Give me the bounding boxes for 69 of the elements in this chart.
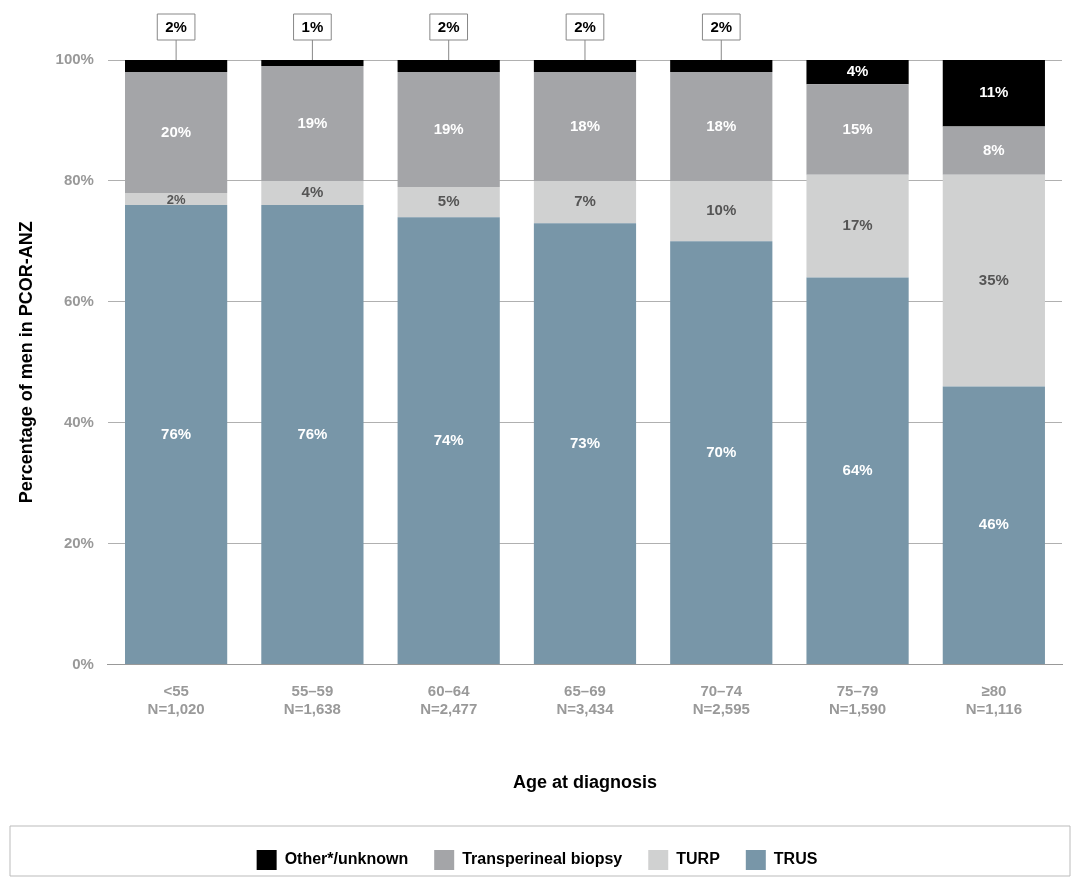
bar [670, 180, 773, 242]
legend-label: TRUS [773, 850, 818, 868]
bar [806, 174, 909, 278]
x-tick-label: ≥80 N=1,116 [965, 681, 1023, 717]
data-label: 70% [706, 442, 737, 460]
y-tick-label: 60% [63, 291, 94, 309]
bar [533, 180, 637, 224]
data-label: 18% [706, 116, 737, 134]
data-label: 19% [433, 119, 464, 137]
bar [125, 205, 228, 664]
bar [942, 60, 1045, 127]
bar [942, 386, 1045, 664]
data-label: 4% [846, 62, 869, 80]
data-label: 2% [437, 18, 460, 36]
data-label: 73% [569, 433, 600, 451]
bar [397, 217, 500, 664]
legend-label: Transperineal biopsy [462, 850, 623, 868]
data-label: 10% [706, 201, 737, 219]
data-label: 35% [978, 270, 1009, 288]
legend-label: TURP [676, 850, 721, 868]
bar [806, 277, 909, 664]
bar [806, 60, 909, 85]
data-label: 2% [165, 18, 187, 36]
data-label: 7% [574, 192, 596, 210]
y-tick-label: 40% [63, 412, 94, 430]
data-label: 76% [161, 424, 192, 442]
y-axis-title: Percentage of men in PCOR-ANZ [15, 221, 36, 504]
y-tick-label: 0% [72, 654, 94, 672]
bar [261, 180, 364, 206]
data-label: 76% [297, 424, 328, 442]
x-tick-label: 60–64 N=2,477 [420, 681, 478, 717]
bar [261, 60, 364, 67]
data-label: 20% [161, 122, 192, 140]
x-tick-label: 65–69 N=3,434 [556, 681, 615, 717]
data-label: 46% [978, 515, 1009, 533]
x-tick-label: <55 N=1,020 [147, 681, 205, 717]
data-label: 18% [569, 116, 600, 134]
bar [670, 241, 773, 664]
bar [397, 186, 500, 218]
data-label: 8% [983, 140, 1005, 158]
data-label: 2% [710, 18, 733, 36]
x-tick-label: 75–79 N=1,590 [828, 681, 887, 717]
x-axis-title: Age at diagnosis [512, 772, 657, 793]
y-tick-label: 80% [63, 171, 94, 189]
bar [806, 84, 909, 175]
data-label: 2% [574, 18, 596, 36]
bar [397, 60, 500, 73]
bar [533, 60, 637, 73]
data-label: 2% [166, 191, 186, 207]
data-label: 64% [842, 460, 873, 478]
bar [942, 174, 1045, 387]
data-label: 1% [301, 18, 324, 36]
bar [261, 205, 364, 664]
bar [125, 60, 228, 73]
bar [942, 126, 1045, 175]
data-label: 15% [842, 119, 873, 137]
data-label: 5% [437, 192, 460, 210]
data-label: 74% [433, 430, 464, 448]
y-tick-label: 100% [55, 50, 94, 68]
bar [533, 223, 637, 664]
y-tick-label: 20% [63, 533, 94, 551]
bar [670, 60, 773, 73]
x-tick-label: 55–59 N=1,638 [283, 681, 341, 717]
x-tick-label: 70–74 N=2,595 [692, 681, 750, 717]
data-label: 11% [979, 83, 1009, 101]
data-label: 17% [842, 216, 873, 234]
legend-label: Other*/unknown [284, 850, 409, 868]
data-label: 4% [301, 183, 324, 201]
data-label: 19% [297, 113, 328, 131]
